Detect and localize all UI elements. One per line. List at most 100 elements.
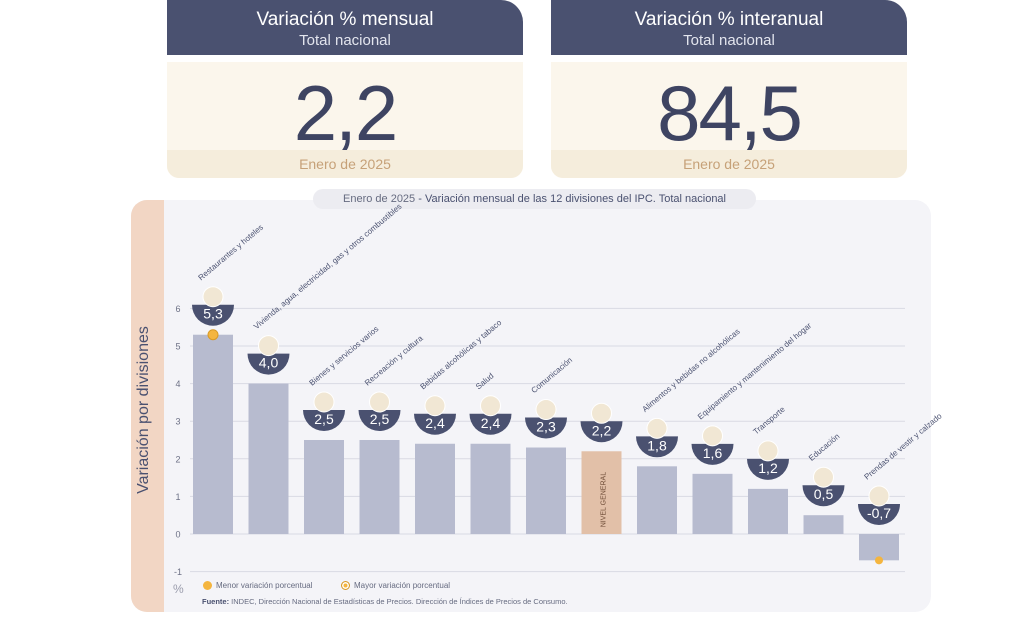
- value-label: 2,3: [536, 419, 556, 435]
- y-tick-label: 5: [175, 342, 180, 352]
- source-label: Fuente:: [202, 597, 230, 606]
- card-period: Enero de 2025: [167, 150, 523, 178]
- home-appliance-icon: [702, 425, 723, 447]
- bulb-icon: [258, 335, 279, 357]
- bar: [692, 473, 733, 534]
- category-label: NIVEL GENERAL: [601, 472, 608, 527]
- scissors-icon: [313, 391, 335, 413]
- value-bubble: [525, 417, 567, 439]
- y-tick-label: 4: [175, 379, 180, 389]
- category-label: Equipamiento y mantenimiento del hogar: [696, 321, 813, 422]
- card-title: Variación % interanual: [634, 9, 824, 30]
- card-subtitle: Total nacional: [299, 32, 391, 49]
- health-cross-icon: [480, 395, 501, 417]
- source-text: INDEC, Dirección Nacional de Estadística…: [229, 597, 568, 606]
- bar: [748, 488, 788, 534]
- value-bubble: [247, 353, 290, 375]
- bar: [304, 440, 344, 534]
- max-marker: [207, 329, 219, 341]
- y-tick-label: 3: [175, 417, 180, 427]
- value-label: 2,5: [314, 411, 334, 427]
- chart-side-band: [131, 200, 164, 612]
- value-bubble: [802, 485, 845, 507]
- max-marker-icon: [341, 581, 350, 591]
- bar: [248, 383, 289, 534]
- cutlery-icon: [202, 286, 224, 308]
- card-header: Variación % mensual Total nacional: [167, 0, 523, 55]
- tshirt-icon: [868, 485, 890, 507]
- bus-card-icon: [757, 440, 779, 462]
- y-tick-label: 2: [175, 454, 180, 464]
- bar: [581, 451, 622, 534]
- phone-icon: [535, 399, 557, 421]
- card-period: Enero de 2025: [551, 150, 907, 178]
- notebook-icon: [813, 466, 834, 488]
- value-label: 5,3: [203, 306, 223, 322]
- value-label: -0,7: [867, 505, 891, 521]
- category-label: Salud: [474, 371, 495, 391]
- basket-icon: [591, 402, 612, 424]
- value-bubble: [414, 413, 456, 435]
- yearly-variation-value: 84,5: [657, 69, 803, 157]
- chicken-icon: [646, 417, 668, 439]
- value-label: 2,4: [425, 415, 445, 431]
- value-label: 2,4: [481, 415, 501, 431]
- bar: [359, 440, 400, 534]
- value-bubble: [303, 410, 345, 431]
- bar: [637, 466, 677, 534]
- legend-max: Mayor variación porcentual: [341, 581, 451, 591]
- card-header: Variación % interanual Total nacional: [551, 0, 907, 55]
- chart-title-period: Enero de 2025: [343, 193, 416, 205]
- category-label: Transporte: [752, 404, 788, 436]
- monthly-variation-card: Variación % mensual Total nacional 2,2 E…: [167, 0, 523, 178]
- value-bubble: [192, 304, 234, 326]
- value-bubble: [636, 436, 678, 458]
- value-bubble: [747, 458, 789, 480]
- value-bubble: [469, 413, 512, 435]
- yearly-variation-card: Variación % interanual Total nacional 84…: [551, 0, 907, 178]
- min-marker: [875, 556, 883, 565]
- value-label: 1,6: [703, 445, 723, 461]
- value-bubble: [580, 421, 623, 443]
- category-label: Educación: [807, 432, 841, 463]
- bar: [859, 534, 899, 561]
- value-label: 2,5: [370, 411, 390, 427]
- bar: [803, 515, 844, 534]
- value-bubble: [358, 410, 401, 431]
- bar: [193, 334, 233, 534]
- bar: [526, 447, 566, 534]
- value-label: 0,5: [814, 486, 834, 502]
- source-note: Fuente: INDEC, Dirección Nacional de Est…: [202, 597, 568, 606]
- unit-label: %: [173, 582, 184, 596]
- y-tick-label: 6: [175, 304, 180, 314]
- category-label: Restaurantes y hoteles: [197, 223, 265, 282]
- category-label: Recreación y cultura: [363, 333, 425, 387]
- value-label: 1,8: [647, 437, 667, 453]
- umbrella-icon: [369, 391, 390, 413]
- chart-title-pill: Enero de 2025 - Variación mensual de las…: [313, 189, 756, 209]
- legend-max-label: Mayor variación porcentual: [354, 581, 451, 590]
- monthly-variation-value: 2,2: [293, 69, 398, 157]
- drinks-icon: [424, 395, 446, 417]
- card-title: Variación % mensual: [256, 9, 434, 30]
- value-label: 1,2: [758, 460, 778, 476]
- value-bubble: [691, 443, 734, 465]
- value-label: 2,2: [592, 422, 612, 438]
- card-subtitle: Total nacional: [683, 32, 775, 49]
- card-body: 2,2 Enero de 2025: [167, 62, 523, 178]
- bar: [415, 443, 455, 534]
- value-bubble: [858, 504, 900, 525]
- y-tick-label: 1: [175, 492, 180, 502]
- min-marker-icon: [203, 581, 212, 591]
- category-label: Alimentos y bebidas no alcohólicas: [641, 327, 742, 414]
- legend-min-label: Menor variación porcentual: [216, 581, 313, 590]
- category-label: Vivienda, agua, electricidad, gas y otro…: [252, 202, 403, 331]
- y-tick-label: -1: [174, 567, 182, 577]
- category-label: Comunicación: [530, 356, 575, 395]
- legend-min: Menor variación porcentual: [203, 581, 313, 591]
- y-tick-label: 0: [175, 530, 180, 540]
- bar: [470, 443, 511, 534]
- value-label: 4,0: [259, 355, 279, 371]
- chart-title-text: - Variación mensual de las 12 divisiones…: [415, 193, 726, 205]
